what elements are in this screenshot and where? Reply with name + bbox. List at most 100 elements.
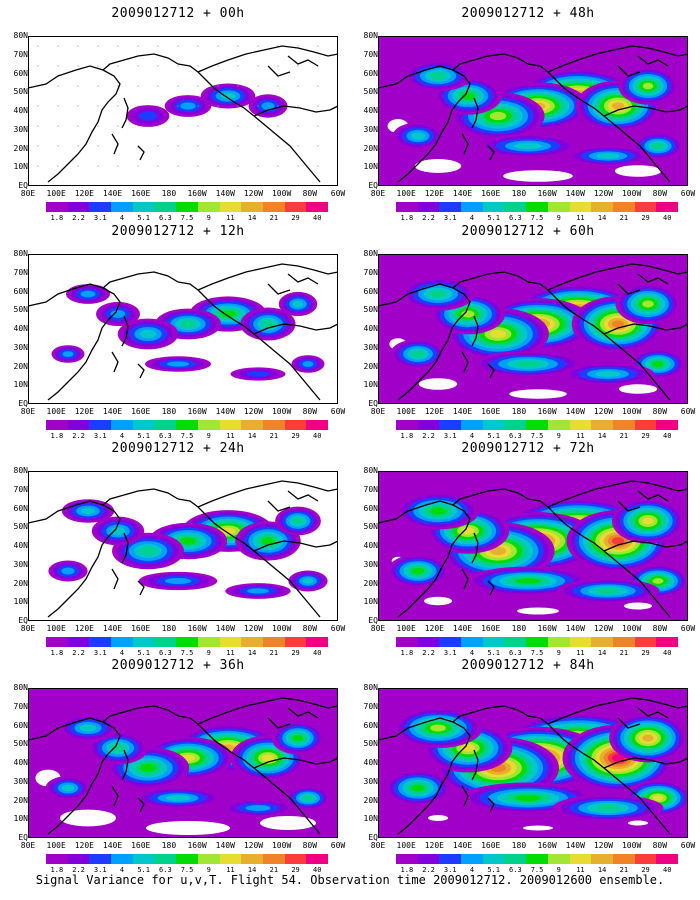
- variance-map: [28, 471, 338, 621]
- latitude-label: 30N: [363, 559, 378, 569]
- longitude-label: 100E: [396, 407, 416, 416]
- contour-fill: [489, 111, 507, 121]
- colorbar-label: 6.3: [159, 432, 172, 440]
- contour-fill: [220, 310, 236, 318]
- longitude-label: 100E: [46, 407, 66, 416]
- grid-dot: [277, 65, 279, 67]
- grid-dot: [57, 85, 59, 87]
- latitude-label: 10N: [13, 162, 28, 172]
- contour-fill: [261, 102, 275, 110]
- coastline: [253, 323, 338, 335]
- longitude-label: 160E: [131, 189, 151, 198]
- grid-dot: [37, 65, 39, 67]
- grid-dot: [37, 145, 39, 147]
- colorbar-swatch: [89, 420, 112, 430]
- colorbar-swatch: [656, 420, 678, 430]
- grid-dot: [197, 45, 199, 47]
- latitude-label: 40N: [13, 106, 28, 115]
- colorbar-label: 29: [291, 432, 300, 440]
- coastline: [527, 498, 671, 618]
- coastline: [471, 97, 479, 129]
- coastline: [527, 63, 671, 183]
- longitude-label: 120E: [74, 624, 94, 633]
- contour-fill: [165, 795, 191, 801]
- grid-dot: [157, 165, 159, 167]
- colorbar-label: 1.8: [50, 214, 64, 222]
- coastline: [111, 568, 119, 590]
- contour-fill: [642, 82, 654, 90]
- contour-fill: [611, 102, 625, 110]
- contour-fill: [596, 153, 620, 159]
- latitude-label: 10N: [363, 380, 378, 390]
- latitude-label: 20N: [13, 795, 28, 805]
- panel-title: 2009012712 + 24h: [111, 441, 245, 456]
- longitude-label: 80W: [652, 624, 668, 633]
- panel-title: 2009012712 + 36h: [111, 658, 245, 673]
- contour-fill: [514, 794, 542, 802]
- contour-fill: [110, 309, 126, 319]
- colorbar-label: 11: [226, 649, 235, 657]
- latitude-label: 60N: [13, 503, 28, 513]
- colorbar-swatch: [504, 637, 527, 647]
- grid-dot: [257, 165, 259, 167]
- coastline: [253, 105, 338, 117]
- longitude-label: 80W: [302, 189, 318, 198]
- colorbar-swatch: [396, 202, 418, 212]
- longitude-label: 160W: [537, 841, 557, 850]
- latitude-label: 70N: [13, 267, 28, 277]
- map-panel: 2009012712 + 72h 80N 70N 60N 50N 40N 30N 20N 10N…: [358, 441, 698, 663]
- longitude-label: 100W: [621, 624, 642, 633]
- contour-fill: [652, 578, 664, 584]
- contour-fill: [180, 320, 196, 328]
- colorbar-label: 14: [247, 432, 257, 440]
- colorbar-label: 40: [313, 649, 322, 657]
- colorbar-swatch: [569, 420, 592, 430]
- panel-title: 2009012712 + 48h: [461, 6, 595, 21]
- latitude-label: 80N: [13, 31, 28, 40]
- colorbar-label: 11: [226, 432, 235, 440]
- colorbar-swatch: [154, 854, 177, 864]
- coastline: [461, 568, 469, 590]
- colorbar-swatch: [396, 420, 418, 430]
- contour-fill: [110, 527, 126, 535]
- grid-dot: [217, 105, 219, 107]
- grid-dot: [137, 85, 139, 87]
- map-svg: [28, 480, 338, 618]
- contour-fill: [139, 546, 157, 556]
- colorbar-label: 5.1: [137, 649, 150, 657]
- longitude-label: 180: [511, 189, 527, 198]
- colorbar-label: 29: [291, 214, 300, 222]
- coastline: [487, 580, 495, 596]
- longitude-label: 160E: [481, 407, 501, 416]
- variance-map: [28, 36, 338, 186]
- colorbar-label: 3.1: [93, 432, 107, 440]
- colorbar-label: 1.8: [400, 432, 414, 440]
- longitude-label: 160E: [481, 841, 501, 850]
- colorbar-swatch: [461, 637, 483, 647]
- coastline: [547, 45, 688, 73]
- longitude-label: 140E: [102, 841, 123, 850]
- longitude-label: 60W: [680, 624, 696, 633]
- coastline: [603, 105, 688, 117]
- colorbar-swatch: [591, 637, 613, 647]
- colorbar-label: 3.1: [93, 214, 107, 222]
- colorbar-swatch: [306, 420, 328, 430]
- colorbar-swatch: [111, 202, 133, 212]
- colorbar-swatch: [547, 854, 570, 864]
- longitude-label: 140E: [102, 407, 123, 416]
- latitude-label: 60N: [13, 286, 28, 296]
- latitude-label: 60N: [13, 720, 28, 730]
- contour-fill: [595, 804, 621, 812]
- contour-fill: [515, 361, 541, 367]
- latitude-label: EQ: [18, 616, 28, 625]
- coastline: [287, 490, 319, 502]
- grid-dot: [237, 105, 239, 107]
- colorbar-label: 11: [226, 866, 235, 874]
- grid-dot: [297, 125, 299, 127]
- coastline: [617, 65, 641, 77]
- longitude-label: 80E: [370, 407, 386, 416]
- colorbar-label: 7.5: [180, 649, 194, 657]
- colorbar-label: 3.1: [443, 214, 457, 222]
- contour-fill: [652, 361, 664, 367]
- coastline: [547, 263, 688, 291]
